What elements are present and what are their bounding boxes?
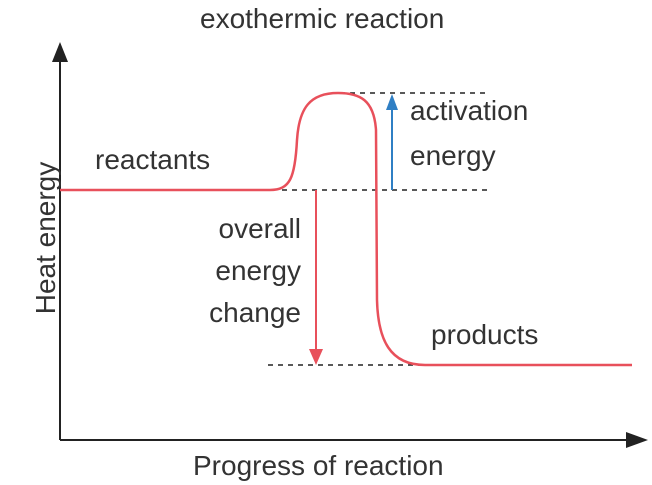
- reactants-label: reactants: [95, 144, 211, 175]
- energy-profile-curve: [60, 91, 632, 367]
- activation-energy-label-line2: energy: [410, 140, 496, 171]
- energy-change-label-line3: change: [209, 297, 301, 328]
- products-label: products: [431, 319, 539, 350]
- y-axis-arrowhead: [52, 42, 68, 62]
- x-axis-arrowhead: [626, 432, 648, 448]
- x-axis-label: Progress of reaction: [193, 450, 444, 481]
- energy-change-label-line1: overall: [218, 213, 301, 244]
- energy-change-arrowhead: [309, 349, 323, 365]
- energy-change-label-line2: energy: [215, 255, 301, 286]
- y-axis-label: Heat energy: [30, 161, 61, 315]
- diagram-title: exothermic reaction: [200, 3, 445, 34]
- activation-energy-arrowhead: [386, 94, 398, 110]
- activation-energy-label-line1: activation: [410, 95, 529, 126]
